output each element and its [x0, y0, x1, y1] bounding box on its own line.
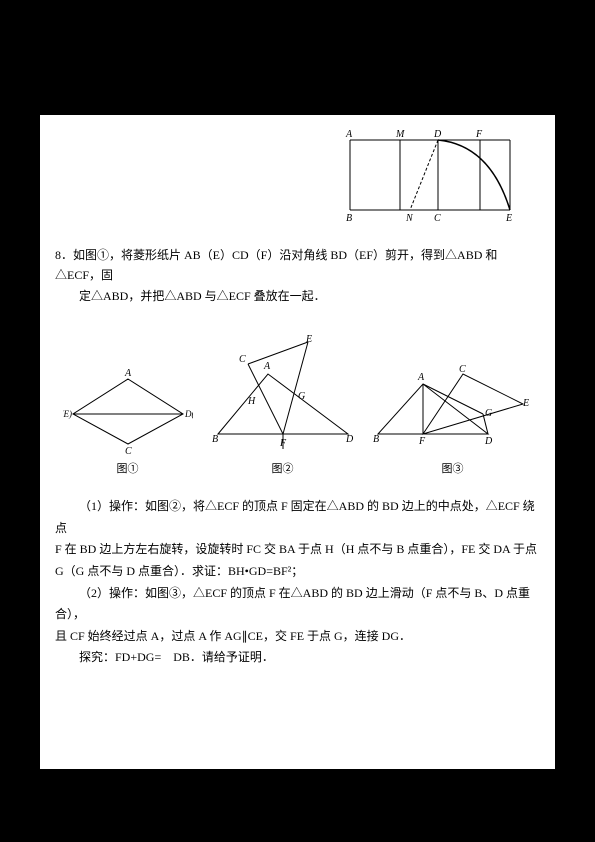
sub2-line1: （2）操作：如图③，△ECF 的顶点 F 在△ABD 的 BD 边上滑动（F 点…	[55, 583, 540, 626]
svg-text:G: G	[298, 391, 305, 402]
svg-text:C: C	[459, 364, 466, 375]
fig2-caption: 图②	[272, 460, 294, 476]
fig1-svg: A B(E) C D(F)	[63, 364, 193, 454]
top-figure: A M D F B N C E	[55, 125, 540, 235]
svg-text:A: A	[417, 372, 425, 383]
label-N: N	[405, 213, 414, 224]
fig3-caption: 图③	[442, 460, 464, 476]
sub1-line1: （1）操作：如图②，将△ECF 的顶点 F 固定在△ABD 的 BD 边上的中点…	[55, 496, 540, 539]
svg-text:B(E): B(E)	[63, 409, 72, 419]
svg-text:E: E	[305, 334, 312, 345]
subproblems: （1）操作：如图②，将△ECF 的顶点 F 固定在△ABD 的 BD 边上的中点…	[55, 496, 540, 669]
figure-3: A B C D E F G 图③	[373, 354, 533, 476]
svg-text:G: G	[485, 408, 492, 419]
svg-text:A: A	[263, 361, 271, 372]
label-A: A	[345, 129, 353, 140]
figure-2: A B C D E F G H 图②	[208, 334, 358, 476]
sub2-line2: 且 CF 始终经过点 A，过点 A 作 AG∥CE，交 FE 于点 G，连接 D…	[55, 626, 540, 648]
svg-text:C: C	[239, 354, 246, 365]
svg-text:F: F	[279, 438, 287, 449]
label-E: E	[505, 213, 512, 224]
page-content: A M D F B N C E 8．如图①，将菱形纸片 AB（E）CD（F）沿对…	[40, 115, 555, 769]
svg-text:D: D	[484, 436, 493, 447]
svg-text:B: B	[212, 434, 218, 445]
label-F: F	[475, 129, 483, 140]
fig2-svg: A B C D E F G H	[208, 334, 358, 454]
label-M: M	[395, 129, 405, 140]
svg-text:A: A	[124, 368, 132, 379]
svg-text:E: E	[522, 398, 529, 409]
top-figure-svg: A M D F B N C E	[330, 125, 530, 225]
problem-line2: 定△ABD，并把△ABD 与△ECF 叠放在一起．	[79, 289, 326, 303]
sub1-line2: F 在 BD 边上方左右旋转，设旋转时 FC 交 BA 于点 H（H 点不与 B…	[55, 539, 540, 561]
svg-text:B: B	[373, 434, 379, 445]
svg-text:C: C	[125, 446, 132, 454]
label-B: B	[346, 213, 352, 224]
sub3: 探究：FD+DG= DB．请给予证明．	[55, 647, 540, 669]
fig1-caption: 图①	[117, 460, 139, 476]
problem-line1: 如图①，将菱形纸片 AB（E）CD（F）沿对角线 BD（EF）剪开，得到△ABD…	[55, 248, 497, 282]
problem-8-text: 8．如图①，将菱形纸片 AB（E）CD（F）沿对角线 BD（EF）剪开，得到△A…	[55, 245, 540, 306]
figure-1: A B(E) C D(F) 图①	[63, 364, 193, 476]
figures-row: A B(E) C D(F) 图① A B C D E F G	[55, 326, 540, 476]
label-C: C	[434, 213, 441, 224]
sub1-line3: G（G 点不与 D 点重合）．求证：BH•GD=BF²；	[55, 561, 540, 583]
svg-text:H: H	[247, 396, 256, 407]
svg-text:D(F): D(F)	[184, 409, 193, 419]
svg-text:F: F	[418, 436, 426, 447]
label-D: D	[433, 129, 442, 140]
problem-number: 8．	[55, 248, 73, 262]
svg-text:D: D	[345, 434, 354, 445]
fig3-svg: A B C D E F G	[373, 354, 533, 454]
